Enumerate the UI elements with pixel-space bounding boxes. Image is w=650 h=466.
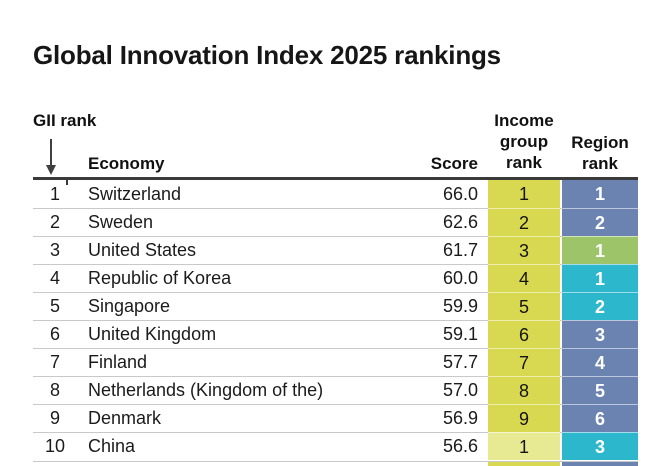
cell-income-group-rank: 5 [488, 292, 560, 320]
cell-income-group-rank: 8 [488, 376, 560, 404]
cell-economy: Denmark [88, 408, 162, 428]
cell-gii-rank: 10 [44, 436, 66, 456]
income-header-line-3: rank [506, 153, 542, 172]
table-row: 7 Finland 57.7 7 4 [33, 348, 638, 376]
cell-score: 56.6 [442, 436, 478, 456]
table-row: 2 Sweden 62.6 2 2 [33, 208, 638, 236]
cell-income-group-rank: 7 [488, 348, 560, 376]
cell-score: 59.1 [442, 324, 478, 344]
cell-income-group-rank: 1 [488, 180, 560, 208]
rankings-table-body: 1 Switzerland 66.0 1 1 2 Sweden 62.6 2 2… [33, 180, 638, 460]
cell-economy: Netherlands (Kingdom of the) [88, 380, 324, 400]
cell-economy: China [88, 436, 136, 456]
cell-income-group-rank: 2 [488, 208, 560, 236]
cell-score: 62.6 [442, 212, 478, 232]
income-header-line-1: Income [494, 111, 554, 130]
cell-income-group-rank: 6 [488, 320, 560, 348]
cell-region-rank: 6 [562, 404, 638, 432]
cell-economy: United States [88, 240, 197, 260]
table-row: 1 Switzerland 66.0 1 1 [33, 180, 638, 208]
table-row: 3 United States 61.7 3 1 [33, 236, 638, 264]
column-header-score: Score [430, 154, 478, 173]
table-row: 8 Netherlands (Kingdom of the) 57.0 8 5 [33, 376, 638, 404]
cell-region-rank: 1 [562, 236, 638, 264]
region-header-line-1: Region [571, 133, 629, 152]
cell-gii-rank: 5 [49, 296, 60, 316]
column-header-gii-rank[interactable]: GII rank [33, 111, 97, 130]
cell-gii-rank: 6 [49, 324, 60, 344]
column-header-income-group-rank: Income group rank [486, 110, 562, 173]
table-row: 6 United Kingdom 59.1 6 3 [33, 320, 638, 348]
cell-income-group-rank: 4 [488, 264, 560, 292]
cell-score: 61.7 [442, 240, 478, 260]
cell-economy: Finland [88, 352, 148, 372]
cell-region-rank: 2 [562, 208, 638, 236]
region-header-line-2: rank [582, 154, 618, 173]
cell-gii-rank: 1 [49, 184, 60, 204]
cell-score: 57.7 [442, 352, 478, 372]
cell-region-rank: 4 [562, 348, 638, 376]
cell-income-group-rank: 1 [488, 432, 560, 460]
cell-economy: Sweden [88, 212, 154, 232]
table-row: 9 Denmark 56.9 9 6 [33, 404, 638, 432]
cell-region-rank: 1 [562, 180, 638, 208]
cell-region-rank: 1 [562, 264, 638, 292]
table-row: 5 Singapore 59.9 5 2 [33, 292, 638, 320]
cell-income-group-rank: 9 [488, 404, 560, 432]
cell-region-rank: 2 [562, 292, 638, 320]
income-header-line-2: group [499, 132, 549, 151]
cell-region-rank: 3 [562, 432, 638, 460]
cell-region-rank: 5 [562, 376, 638, 404]
table-row: 4 Republic of Korea 60.0 4 1 [33, 264, 638, 292]
page-title: Global Innovation Index 2025 rankings [33, 40, 501, 70]
cell-gii-rank: 4 [49, 268, 60, 288]
cell-gii-rank: 8 [49, 380, 60, 400]
partial-next-row-income-cell [488, 462, 560, 466]
header-bottom-rule [33, 177, 638, 180]
cell-gii-rank: 7 [49, 352, 60, 372]
cell-gii-rank: 2 [49, 212, 60, 232]
cell-income-group-rank: 3 [488, 236, 560, 264]
cell-region-rank: 3 [562, 320, 638, 348]
rank-column-divider-tick [66, 177, 68, 185]
cell-score: 66.0 [442, 184, 478, 204]
table-row: 10 China 56.6 1 3 [33, 432, 638, 460]
column-header-region-rank: Region rank [560, 132, 640, 174]
bottom-row-separator [33, 461, 638, 462]
cell-economy: Switzerland [88, 184, 182, 204]
cell-score: 60.0 [442, 268, 478, 288]
cell-economy: Republic of Korea [88, 268, 232, 288]
cell-economy: United Kingdom [88, 324, 217, 344]
sort-descending-arrow-icon[interactable] [44, 138, 58, 176]
column-header-economy: Economy [88, 154, 165, 173]
partial-next-row-region-cell [562, 462, 638, 466]
cell-score: 57.0 [442, 380, 478, 400]
cell-score: 56.9 [442, 408, 478, 428]
cell-score: 59.9 [442, 296, 478, 316]
cell-gii-rank: 9 [49, 408, 60, 428]
cell-gii-rank: 3 [49, 240, 60, 260]
cell-economy: Singapore [88, 296, 171, 316]
